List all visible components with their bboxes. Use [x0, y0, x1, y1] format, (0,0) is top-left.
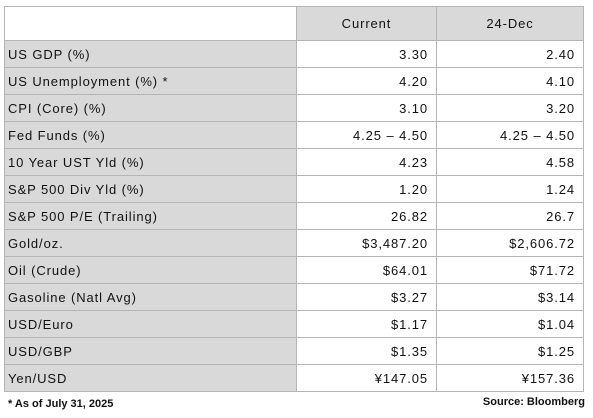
row-label: USD/GBP [4, 337, 297, 365]
table-row: Fed Funds (%) 4.25 – 4.50 4.25 – 4.50 [4, 121, 584, 149]
current-value: 3.10 [296, 94, 437, 122]
dec-value: $71.72 [436, 256, 584, 284]
table-row: US Unemployment (%) * 4.20 4.10 [4, 67, 584, 95]
dec-value: 3.20 [436, 94, 584, 122]
footnote: * As of July 31, 2025 [8, 398, 114, 410]
table-row: CPI (Core) (%) 3.10 3.20 [4, 94, 584, 122]
current-value: $1.17 [296, 310, 437, 338]
row-label: USD/Euro [4, 310, 297, 338]
row-label: US GDP (%) [4, 40, 297, 68]
dec-value: 4.58 [436, 148, 584, 176]
dec-value: 26.7 [436, 202, 584, 230]
row-label: US Unemployment (%) * [4, 67, 297, 95]
header-current: Current [296, 6, 437, 41]
economic-indicators-table: Current 24-Dec US GDP (%) 3.30 2.40 US U… [4, 6, 584, 392]
row-label: Yen/USD [4, 364, 297, 392]
dec-value: 1.24 [436, 175, 584, 203]
current-value: $3.27 [296, 283, 437, 311]
current-value: 3.30 [296, 40, 437, 68]
current-value: 4.25 – 4.50 [296, 121, 437, 149]
table-header-row: Current 24-Dec [4, 6, 584, 41]
current-value: $1.35 [296, 337, 437, 365]
current-value: 4.23 [296, 148, 437, 176]
table-row: S&P 500 P/E (Trailing) 26.82 26.7 [4, 202, 584, 230]
current-value: 1.20 [296, 175, 437, 203]
dec-value: $2,606.72 [436, 229, 584, 257]
dec-value: 2.40 [436, 40, 584, 68]
current-value: ¥147.05 [296, 364, 437, 392]
row-label: 10 Year UST Yld (%) [4, 148, 297, 176]
table-row: Gold/oz. $3,487.20 $2,606.72 [4, 229, 584, 257]
dec-value: 4.25 – 4.50 [436, 121, 584, 149]
row-label: Fed Funds (%) [4, 121, 297, 149]
table-row: Yen/USD ¥147.05 ¥157.36 [4, 364, 584, 392]
row-label: Gold/oz. [4, 229, 297, 257]
table-row: Oil (Crude) $64.01 $71.72 [4, 256, 584, 284]
row-label: Gasoline (Natl Avg) [4, 283, 297, 311]
table-row: USD/GBP $1.35 $1.25 [4, 337, 584, 365]
table-row: USD/Euro $1.17 $1.04 [4, 310, 584, 338]
row-label: S&P 500 Div Yld (%) [4, 175, 297, 203]
header-24-dec: 24-Dec [436, 6, 584, 41]
current-value: 4.20 [296, 67, 437, 95]
economic-indicators-table-container: Current 24-Dec US GDP (%) 3.30 2.40 US U… [4, 6, 584, 392]
table-row: US GDP (%) 3.30 2.40 [4, 40, 584, 68]
row-label: CPI (Core) (%) [4, 94, 297, 122]
row-label: S&P 500 P/E (Trailing) [4, 202, 297, 230]
row-label: Oil (Crude) [4, 256, 297, 284]
header-indicator [4, 6, 297, 41]
current-value: $64.01 [296, 256, 437, 284]
table-row: 10 Year UST Yld (%) 4.23 4.58 [4, 148, 584, 176]
dec-value: $3.14 [436, 283, 584, 311]
table-row: S&P 500 Div Yld (%) 1.20 1.24 [4, 175, 584, 203]
dec-value: $1.25 [436, 337, 584, 365]
current-value: 26.82 [296, 202, 437, 230]
source-note: Source: Bloomberg [482, 396, 585, 408]
current-value: $3,487.20 [296, 229, 437, 257]
dec-value: $1.04 [436, 310, 584, 338]
dec-value: 4.10 [436, 67, 584, 95]
dec-value: ¥157.36 [436, 364, 584, 392]
table-row: Gasoline (Natl Avg) $3.27 $3.14 [4, 283, 584, 311]
